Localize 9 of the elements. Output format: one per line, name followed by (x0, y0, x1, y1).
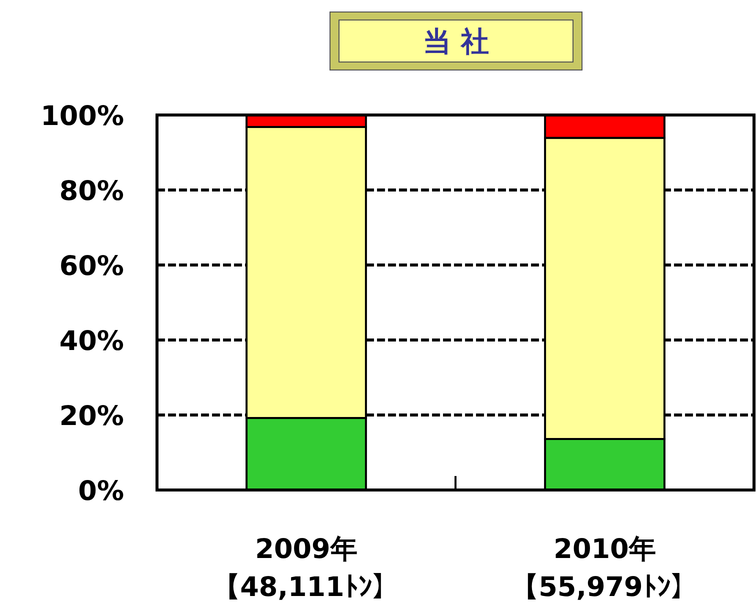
x-tick-label: 2010年【55,979ﾄﾝ】 (512, 534, 698, 603)
y-tick-label: 60% (59, 251, 124, 282)
chart-title: 当 社 (423, 25, 489, 58)
y-tick-label: 0% (78, 476, 124, 507)
y-tick-label: 20% (59, 401, 124, 432)
x-tick-label: 2009年【48,111ﾄﾝ】 (213, 534, 400, 603)
y-tick-label: 80% (59, 176, 124, 207)
y-tick-label: 100% (40, 101, 124, 132)
y-tick-label: 40% (59, 326, 124, 357)
